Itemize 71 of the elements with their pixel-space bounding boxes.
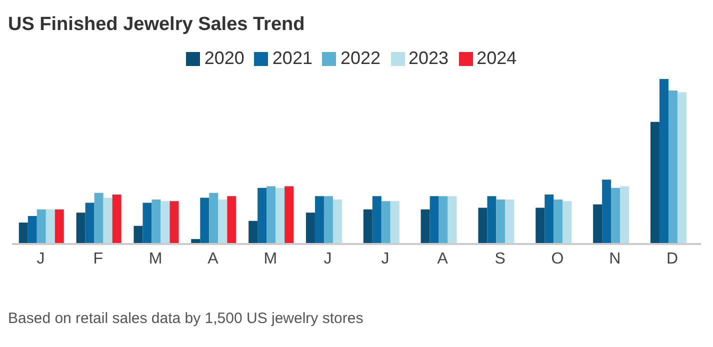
bar [200, 198, 210, 244]
bar [448, 196, 457, 244]
bar [602, 180, 612, 244]
chart-title: US Finished Jewelry Sales Trend [8, 13, 306, 37]
bar [505, 199, 514, 244]
x-tick-label: N [609, 250, 621, 268]
bar [160, 201, 170, 244]
bar [544, 194, 554, 244]
bar [227, 196, 236, 244]
legend-label: 2020 [204, 48, 244, 68]
x-tick-label: A [437, 250, 448, 268]
bar [46, 209, 55, 244]
x-tick-label: O [551, 250, 564, 268]
bar [324, 196, 333, 244]
bar [152, 199, 161, 244]
bar [36, 209, 46, 244]
bar [134, 226, 143, 244]
bar [478, 208, 488, 244]
bar [668, 90, 678, 244]
bar [306, 212, 315, 244]
bar [209, 192, 218, 244]
bar [593, 204, 602, 244]
x-tick-label: J [324, 250, 332, 268]
bar [381, 201, 390, 244]
x-tick-label: M [148, 250, 162, 268]
bar [54, 209, 64, 244]
bar [620, 186, 630, 244]
x-tick-label: F [93, 250, 104, 268]
bar [103, 198, 112, 244]
bar [112, 194, 122, 244]
x-tick-label: J [381, 250, 390, 268]
bar [496, 199, 506, 244]
bar [677, 92, 686, 244]
bar [142, 202, 152, 244]
bar [438, 196, 448, 244]
bar [258, 188, 267, 244]
bar [266, 186, 276, 244]
bar [85, 202, 94, 244]
bar [218, 199, 228, 244]
legend-label: 2023 [408, 48, 449, 68]
bar [28, 216, 37, 244]
bar [332, 199, 342, 244]
bar [430, 196, 439, 244]
bar [659, 79, 668, 244]
x-tick-label: M [264, 250, 278, 268]
bar [536, 208, 545, 244]
x-tick-label: S [494, 250, 506, 268]
bar [562, 201, 572, 244]
bar [487, 196, 496, 244]
x-tick-label: D [666, 250, 678, 268]
bar [554, 199, 563, 244]
bar [76, 212, 86, 244]
bar [372, 196, 382, 244]
bar [276, 188, 285, 244]
bar [650, 122, 660, 244]
legend-label: 2024 [476, 48, 517, 68]
bar [284, 186, 294, 244]
bar [314, 196, 324, 244]
bar [94, 192, 104, 244]
bar [248, 220, 258, 244]
text: Based on retail sales data by 1,500 US jewelry stores [8, 310, 364, 327]
bar [170, 201, 179, 244]
x-tick-label: J [36, 250, 45, 268]
x-tick-label: A [208, 250, 219, 268]
bar [363, 209, 372, 244]
bar [420, 209, 430, 244]
legend-label: 2022 [340, 48, 381, 68]
legend-label: 2021 [272, 48, 312, 68]
bar [18, 222, 28, 244]
bar [611, 188, 620, 244]
bar [390, 201, 400, 244]
